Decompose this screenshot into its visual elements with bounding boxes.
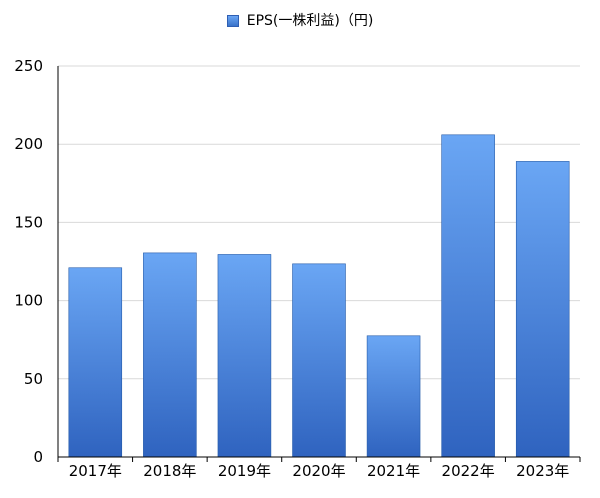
x-tick-label: 2023年 [516,462,569,480]
x-tick-label: 2018年 [143,462,196,480]
axes [57,66,581,462]
x-tick-label: 2017年 [69,462,122,480]
x-tick-label: 2021年 [367,462,420,480]
y-tick-label: 50 [24,370,43,388]
tick-labels: 0 50 100 150 200 250 2017年 2018年 2019年 2020年 2021年… [14,57,569,480]
y-tick-label: 100 [14,292,43,310]
y-tick-label: 250 [14,57,43,75]
bars [68,134,570,458]
bar [143,252,197,458]
legend: EPS(一株利益)（円) [0,14,600,28]
bar [217,254,272,458]
y-tick-label: 200 [14,135,43,153]
bar [366,335,421,458]
legend-label: EPS(一株利益)（円) [246,13,374,29]
y-tick-label: 0 [33,448,43,466]
bar [515,161,570,458]
x-tick-label: 2022年 [442,462,495,480]
y-tick-label: 150 [14,213,43,231]
bar [292,263,346,458]
bar [441,134,495,458]
legend-swatch [226,15,239,27]
x-tick-label: 2019年 [218,462,271,480]
x-tick-label: 2020年 [292,462,345,480]
bar [68,267,123,458]
